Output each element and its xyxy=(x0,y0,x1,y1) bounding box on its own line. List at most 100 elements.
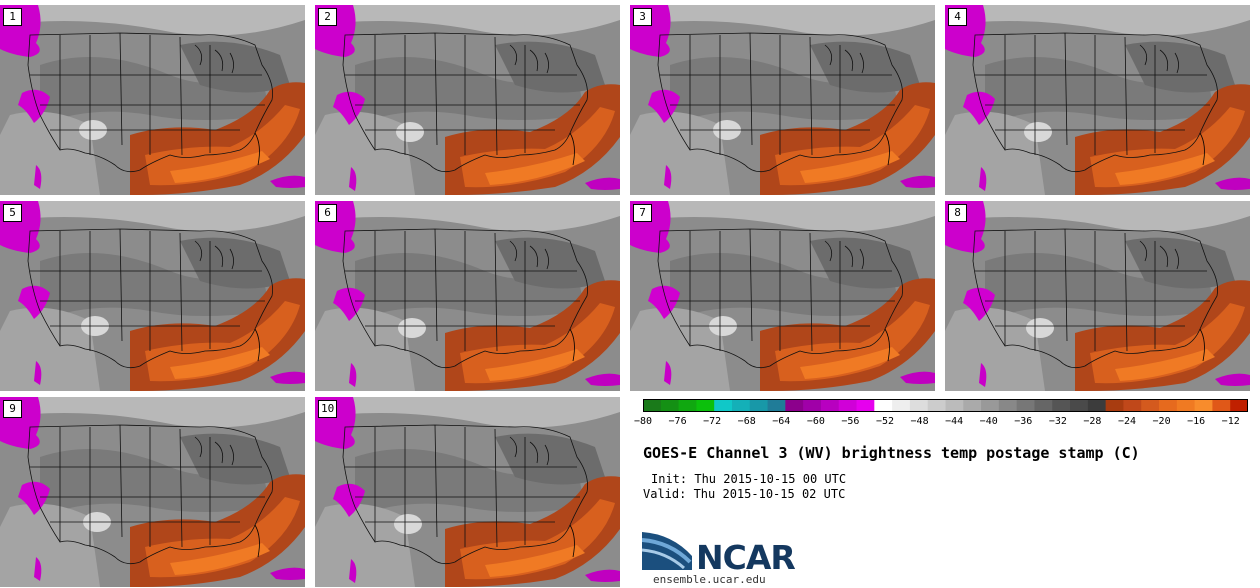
colorbar-bin xyxy=(874,399,893,412)
colorbar-tick-label: −76 xyxy=(668,416,687,427)
colorbar-tick-label: −80 xyxy=(633,416,653,427)
member-panel-10: 10 xyxy=(315,397,620,587)
map-borders xyxy=(27,32,273,173)
colorbar-tick-label: −16 xyxy=(1187,416,1206,427)
colorbar-bin xyxy=(1141,399,1160,412)
colorbar-bin xyxy=(1159,399,1178,412)
map-borders xyxy=(342,228,588,369)
colorbar-bin xyxy=(803,399,822,412)
colorbar-tick-label: −56 xyxy=(841,416,860,427)
map-borders xyxy=(972,228,1218,369)
panel-label: 6 xyxy=(318,204,337,222)
colorbar-bin xyxy=(696,399,715,412)
ncar-logo-icon xyxy=(642,532,692,570)
panel-label: 2 xyxy=(318,8,337,26)
panel-label: 3 xyxy=(633,8,652,26)
wv-field xyxy=(315,5,620,195)
member-panel-2: 2 xyxy=(315,5,620,195)
map-borders xyxy=(27,424,273,565)
colorbar-bin xyxy=(1176,399,1196,412)
wv-field xyxy=(0,5,305,195)
colorbar-tick-label: −12 xyxy=(1221,416,1240,427)
panel-label: 4 xyxy=(948,8,967,26)
colorbar-bin xyxy=(1016,399,1036,412)
colorbar-bin xyxy=(927,399,947,412)
panel-label: 7 xyxy=(633,204,652,222)
valid-time: Valid: Thu 2015-10-15 02 UTC xyxy=(643,487,846,501)
member-panel-5: 5 xyxy=(0,201,305,391)
colorbar-tick-label: −40 xyxy=(979,416,998,427)
wv-field xyxy=(315,201,620,391)
colorbar-bin xyxy=(714,399,733,412)
colorbar-bin xyxy=(643,399,662,412)
map-borders xyxy=(972,32,1218,173)
colorbar xyxy=(643,399,1248,412)
colorbar-tick-label: −48 xyxy=(910,416,929,427)
panel-label: 5 xyxy=(3,204,22,222)
colorbar-frame xyxy=(643,399,1248,412)
colorbar-tick-label: −24 xyxy=(1117,416,1137,427)
wv-field xyxy=(945,201,1250,391)
member-panel-8: 8 xyxy=(945,201,1250,391)
init-time: Init: Thu 2015-10-15 00 UTC xyxy=(651,472,847,486)
colorbar-bin xyxy=(945,399,964,412)
colorbar-tick-label: −68 xyxy=(737,416,756,427)
colorbar-bin xyxy=(731,399,751,412)
colorbar-tick-label: −32 xyxy=(1048,416,1067,427)
colorbar-bin xyxy=(838,399,858,412)
figure-title: GOES-E Channel 3 (WV) brightness temp po… xyxy=(643,444,1140,462)
wv-field xyxy=(0,201,305,391)
colorbar-bin xyxy=(1034,399,1053,412)
colorbar-tick-label: −52 xyxy=(875,416,895,427)
colorbar-tick-label: −20 xyxy=(1152,416,1171,427)
colorbar-bin xyxy=(909,399,929,412)
colorbar-tick-label: −60 xyxy=(806,416,825,427)
colorbar-bin xyxy=(856,399,875,412)
colorbar-bin xyxy=(1230,399,1248,412)
colorbar-bin xyxy=(749,399,769,412)
colorbar-tick-label: −64 xyxy=(772,416,791,427)
panel-label: 9 xyxy=(3,400,22,418)
panel-label: 8 xyxy=(948,204,967,222)
colorbar-bin xyxy=(1070,399,1089,412)
member-panel-4: 4 xyxy=(945,5,1250,195)
colorbar-bin xyxy=(660,399,680,412)
panel-label: 1 xyxy=(3,8,22,26)
colorbar-bin xyxy=(1194,399,1214,412)
wv-field xyxy=(315,397,620,587)
colorbar-tick-label: −44 xyxy=(945,416,964,427)
map-borders xyxy=(342,424,588,565)
map-borders xyxy=(27,228,273,369)
panel-label: 10 xyxy=(318,400,338,418)
colorbar-bin xyxy=(981,399,1000,412)
colorbar-tick-labels: −80 −76 −72 −68 −64 −60 −56 −52 −48 −44 −40 −36 −32 −… xyxy=(633,413,1253,429)
colorbar-bin xyxy=(678,399,697,412)
wv-field xyxy=(630,5,935,195)
wv-field xyxy=(630,201,935,391)
colorbar-bin xyxy=(1212,399,1231,412)
colorbar-bin xyxy=(963,399,982,412)
colorbar-bin xyxy=(1052,399,1071,412)
colorbar-tick-label: −28 xyxy=(1083,416,1102,427)
colorbar-bin xyxy=(767,399,786,412)
map-borders xyxy=(657,32,903,173)
member-panel-7: 7 xyxy=(630,201,935,391)
colorbar-bin xyxy=(1123,399,1142,412)
ncar-url: ensemble.ucar.edu xyxy=(653,573,766,586)
member-panel-9: 9 xyxy=(0,397,305,587)
member-panel-3: 3 xyxy=(630,5,935,195)
colorbar-bin xyxy=(998,399,1018,412)
colorbar-bin xyxy=(820,399,840,412)
colorbar-tick-label: −72 xyxy=(703,416,722,427)
ncar-logo-text: NCAR xyxy=(696,538,796,577)
colorbar-tick-label: −36 xyxy=(1014,416,1033,427)
colorbar-bin xyxy=(785,399,804,412)
map-borders xyxy=(657,228,903,369)
colorbar-bin xyxy=(1087,399,1107,412)
wv-field xyxy=(945,5,1250,195)
colorbar-bin xyxy=(1105,399,1125,412)
map-borders xyxy=(342,32,588,173)
member-panel-6: 6 xyxy=(315,201,620,391)
wv-field xyxy=(0,397,305,587)
member-panel-1: 1 xyxy=(0,5,305,195)
